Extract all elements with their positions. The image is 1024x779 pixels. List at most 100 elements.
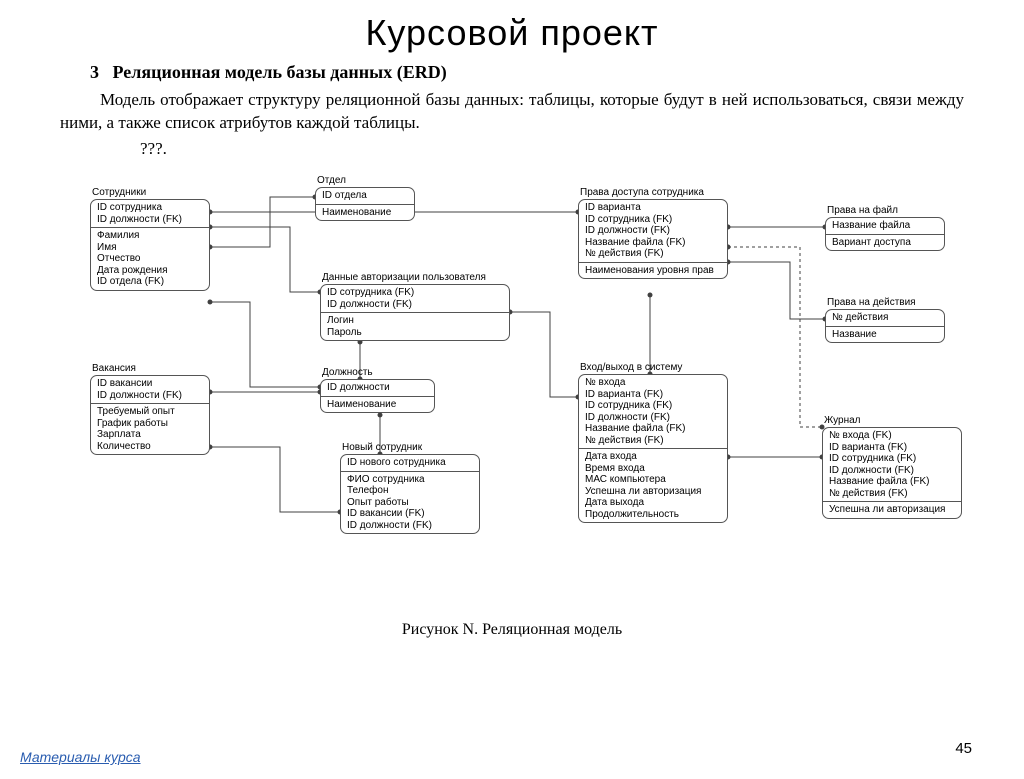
- entity-box: ID вакансииID должности (FK)Требуемый оп…: [90, 375, 210, 455]
- entity-box: ID должности Наименование: [320, 379, 435, 413]
- slide-title: Курсовой проект: [0, 12, 1024, 54]
- entity-attribute: МАС компьютера: [585, 474, 721, 486]
- entity-attribute: Название файла (FK): [585, 423, 721, 435]
- entity-attribute: График работы: [97, 418, 203, 430]
- entity-section: Вариант доступа: [826, 234, 944, 251]
- entity-attribute: Телефон: [347, 485, 473, 497]
- entity-employees: СотрудникиID сотрудникаID должности (FK)…: [90, 187, 210, 291]
- entity-attribute: Название файла: [832, 220, 938, 232]
- entity-attribute: Время входа: [585, 463, 721, 475]
- edge-employees-auth_data: [210, 227, 320, 292]
- entity-title: Права на действия: [825, 297, 945, 310]
- entity-attribute: ФИО сотрудника: [347, 474, 473, 486]
- entity-attribute: Имя: [97, 242, 203, 254]
- entity-file_rights: Права на файлНазвание файлаВариант досту…: [825, 205, 945, 252]
- materials-link[interactable]: Материалы курса: [20, 749, 141, 765]
- entity-box: ID вариантаID сотрудника (FK)ID должност…: [578, 199, 728, 279]
- entity-auth_data: Данные авторизации пользователяID сотруд…: [320, 272, 510, 342]
- entity-attribute: ID должности: [327, 382, 428, 394]
- entity-section: ID вариантаID сотрудника (FK)ID должност…: [579, 200, 727, 262]
- entity-attribute: Фамилия: [97, 230, 203, 242]
- entity-attribute: Опыт работы: [347, 497, 473, 509]
- edge-endpoint-icon: [208, 299, 213, 304]
- entity-box: ID сотрудникаID должности (FK) ФамилияИмя…: [90, 199, 210, 291]
- entity-attribute: Наименование: [322, 207, 408, 219]
- entity-box: ID сотрудника (FK)ID должности (FK)Логин…: [320, 284, 510, 341]
- entity-box: № входаID варианта (FK)ID сотрудника (FK…: [578, 374, 728, 523]
- entity-title: Должность: [320, 367, 435, 380]
- entity-attribute: Успешна ли авторизация: [829, 504, 955, 516]
- entity-section: Название: [826, 326, 944, 343]
- entity-access_rights: Права доступа сотрудникаID вариантаID со…: [578, 187, 728, 280]
- edge-vacancy-new_employee: [210, 447, 340, 512]
- section-title: Реляционная модель базы данных (ERD): [113, 62, 447, 82]
- entity-attribute: Логин: [327, 315, 503, 327]
- entity-attribute: ID должности (FK): [97, 214, 203, 226]
- entity-section: Наименование: [316, 204, 414, 221]
- entity-attribute: Название: [832, 329, 938, 341]
- entity-attribute: Требуемый опыт: [97, 406, 203, 418]
- entity-vacancy: ВакансияID вакансииID должности (FK)Треб…: [90, 363, 210, 456]
- entity-attribute: ID должности (FK): [97, 390, 203, 402]
- edge-position-employees: [210, 302, 320, 387]
- entity-attribute: ID варианта (FK): [585, 389, 721, 401]
- entity-attribute: Продолжительность: [585, 509, 721, 521]
- entity-section: ФИО сотрудникаТелефонОпыт работыID вакан…: [341, 471, 479, 534]
- entity-attribute: Дата рождения: [97, 265, 203, 277]
- entity-section: № входа (FK)ID варианта (FK)ID сотрудник…: [823, 428, 961, 501]
- entity-attribute: № действия (FK): [585, 435, 721, 447]
- entity-title: Права доступа сотрудника: [578, 187, 728, 200]
- entity-attribute: ID вакансии: [97, 378, 203, 390]
- entity-attribute: Дата выхода: [585, 497, 721, 509]
- entity-attribute: № действия (FK): [829, 488, 955, 500]
- edge-access_rights-journal: [728, 247, 822, 427]
- entity-title: Сотрудники: [90, 187, 210, 200]
- entity-box: ID нового сотрудникаФИО сотрудникаТелефо…: [340, 454, 480, 534]
- entity-section: Требуемый опытГрафик работыЗарплатаКолич…: [91, 403, 209, 454]
- entity-section: Наименование: [321, 396, 434, 413]
- entity-section: ID отдела: [316, 188, 414, 204]
- entity-new_employee: Новый сотрудникID нового сотрудникаФИО с…: [340, 442, 480, 535]
- entity-department: ОтделID отделаНаименование: [315, 175, 415, 222]
- entity-action_rights: Права на действия № действия Название: [825, 297, 945, 344]
- entity-box: № действия Название: [825, 309, 945, 343]
- entity-attribute: № действия (FK): [585, 248, 721, 260]
- entity-section: ID нового сотрудника: [341, 455, 479, 471]
- entity-section: ID сотрудникаID должности (FK): [91, 200, 209, 227]
- edge-employees-department: [210, 197, 315, 247]
- entity-attribute: Вариант доступа: [832, 237, 938, 249]
- entity-section: № входаID варианта (FK)ID сотрудника (FK…: [579, 375, 727, 448]
- entity-section: Название файла: [826, 218, 944, 234]
- section-number: 3: [90, 62, 99, 82]
- erd-diagram: СотрудникиID сотрудникаID должности (FK)…: [30, 167, 994, 607]
- entity-box: № входа (FK)ID варианта (FK)ID сотрудник…: [822, 427, 962, 519]
- question-marks: ???.: [140, 139, 1024, 159]
- entity-attribute: ID варианта: [585, 202, 721, 214]
- entity-attribute: Зарплата: [97, 429, 203, 441]
- entity-attribute: Наименование: [327, 399, 428, 411]
- entity-section: № действия: [826, 310, 944, 326]
- entity-attribute: Количество: [97, 441, 203, 453]
- entity-section: Наименования уровня прав: [579, 262, 727, 279]
- entity-title: Журнал: [822, 415, 962, 428]
- entity-attribute: ID должности (FK): [327, 299, 503, 311]
- entity-attribute: ID отдела (FK): [97, 276, 203, 288]
- entity-attribute: № действия: [832, 312, 938, 324]
- body-paragraph: Модель отображает структуру реляционной …: [60, 89, 964, 135]
- entity-attribute: Пароль: [327, 327, 503, 339]
- page-number: 45: [955, 740, 972, 757]
- entity-title: Данные авторизации пользователя: [320, 272, 510, 285]
- entity-section: ID сотрудника (FK)ID должности (FK): [321, 285, 509, 312]
- entity-position: Должность ID должности Наименование: [320, 367, 435, 414]
- edge-access_rights-action_rights: [728, 262, 825, 319]
- entity-attribute: ID сотрудника (FK): [829, 453, 955, 465]
- entity-section: ЛогинПароль: [321, 312, 509, 340]
- edge-auth_data-login_logout: [510, 312, 578, 397]
- entity-attribute: Наименования уровня прав: [585, 265, 721, 277]
- entity-attribute: Дата входа: [585, 451, 721, 463]
- entity-attribute: ID должности (FK): [585, 412, 721, 424]
- entity-attribute: № входа: [585, 377, 721, 389]
- entity-attribute: Отчество: [97, 253, 203, 265]
- edge-endpoint-icon: [648, 292, 653, 297]
- entity-attribute: ID сотрудника (FK): [327, 287, 503, 299]
